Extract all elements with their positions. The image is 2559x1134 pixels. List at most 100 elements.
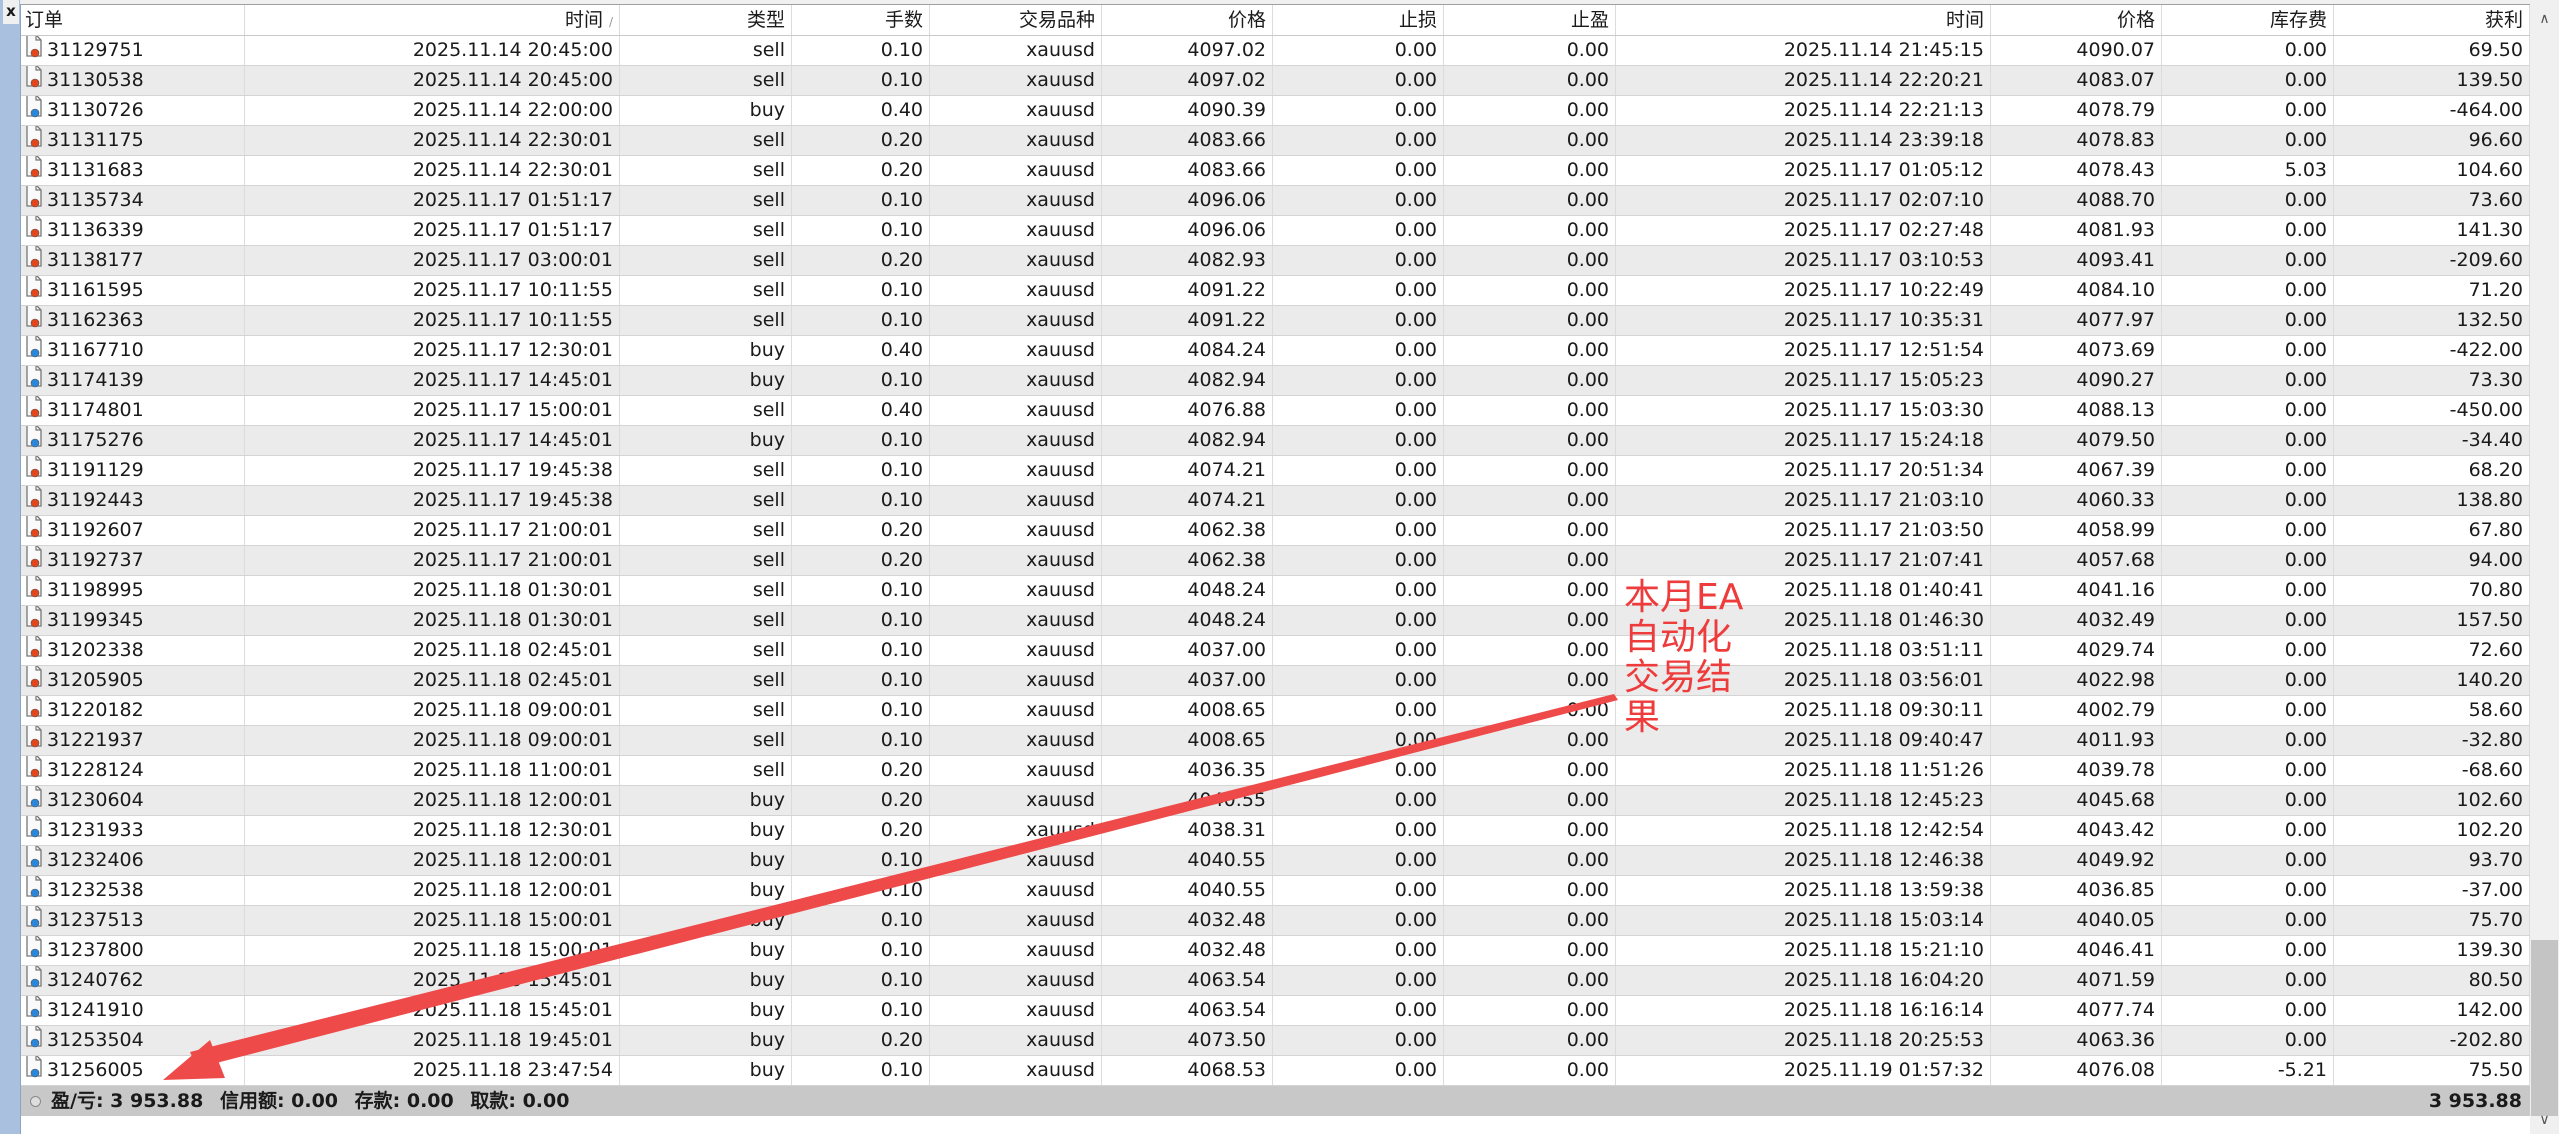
table-row[interactable]: 31167710 2025.11.17 12:30:01 buy 0.40 xauusd… bbox=[21, 336, 2530, 366]
cell-text: 4077.97 bbox=[2076, 309, 2155, 331]
column-header-profit[interactable]: 获利 bbox=[2334, 5, 2530, 35]
table-row[interactable]: 31199345 2025.11.18 01:30:01 sell 0.10 xauus… bbox=[21, 606, 2530, 636]
table-row[interactable]: 31220182 2025.11.18 09:00:01 sell 0.10 xauus… bbox=[21, 696, 2530, 726]
table-row[interactable]: 31228124 2025.11.18 11:00:01 sell 0.20 xauus… bbox=[21, 756, 2530, 786]
table-row[interactable]: 31131683 2025.11.14 22:30:01 sell 0.20 xauus… bbox=[21, 156, 2530, 186]
cell-text: 0.00 bbox=[1566, 429, 1609, 451]
cell-text: sell bbox=[752, 609, 785, 631]
cell-text: 0.00 bbox=[1566, 279, 1609, 301]
table-row[interactable]: 31205905 2025.11.18 02:45:01 sell 0.10 xauus… bbox=[21, 666, 2530, 696]
table-row[interactable]: 31232406 2025.11.18 12:00:01 buy 0.10 xauusd… bbox=[21, 846, 2530, 876]
cell-text: 4096.06 bbox=[1187, 189, 1266, 211]
table-row[interactable]: 31131175 2025.11.14 22:30:01 sell 0.20 xauus… bbox=[21, 126, 2530, 156]
cell-text: 102.20 bbox=[2456, 819, 2523, 841]
scroll-up-icon[interactable]: ∧ bbox=[2539, 11, 2550, 27]
cell-text: sell bbox=[752, 699, 785, 721]
cell-open-time: 2025.11.18 09:00:01 bbox=[245, 726, 620, 755]
annotation-text: 本月EA自动化交易结果 bbox=[1624, 577, 1744, 738]
cell-text: xauusd bbox=[1026, 99, 1095, 121]
cell-type: sell bbox=[620, 606, 792, 635]
table-row[interactable]: 31136339 2025.11.17 01:51:17 sell 0.10 xauus… bbox=[21, 216, 2530, 246]
table-row[interactable]: 31192607 2025.11.17 21:00:01 sell 0.20 xauus… bbox=[21, 516, 2530, 546]
column-header-order[interactable]: 订单 bbox=[21, 5, 245, 35]
column-header-open-price[interactable]: 价格 bbox=[1102, 5, 1273, 35]
cell-close-price: 4063.36 bbox=[1991, 1026, 2162, 1055]
column-header-type[interactable]: 类型 bbox=[620, 5, 792, 35]
credit-summary: 信用额: 0.00 bbox=[219, 1090, 339, 1112]
cell-open-price: 4040.55 bbox=[1102, 846, 1273, 875]
column-header-symbol[interactable]: 交易品种 bbox=[930, 5, 1102, 35]
table-row[interactable]: 31135734 2025.11.17 01:51:17 sell 0.10 xauus… bbox=[21, 186, 2530, 216]
table-row[interactable]: 31256005 2025.11.18 23:47:54 buy 0.10 xauusd… bbox=[21, 1056, 2530, 1086]
cell-swap: 0.00 bbox=[2162, 486, 2334, 515]
cell-swap: 0.00 bbox=[2162, 186, 2334, 215]
cell-order: 31228124 bbox=[21, 756, 245, 785]
cell-text: 0.00 bbox=[1394, 489, 1437, 511]
column-header-open-time[interactable]: 时间 / bbox=[245, 5, 620, 35]
cell-text: 31237800 bbox=[47, 939, 144, 961]
scroll-down-icon[interactable]: ∨ bbox=[2539, 1112, 2550, 1128]
table-row[interactable]: 31202338 2025.11.18 02:45:01 sell 0.10 xauus… bbox=[21, 636, 2530, 666]
cell-symbol: xauusd bbox=[930, 156, 1102, 185]
cell-stop-loss: 0.00 bbox=[1273, 636, 1444, 665]
table-row[interactable]: 31237513 2025.11.18 15:00:01 buy 0.10 xauusd… bbox=[21, 906, 2530, 936]
cell-order: 31130538 bbox=[21, 66, 245, 95]
cell-text: sell bbox=[752, 159, 785, 181]
cell-text: xauusd bbox=[1026, 339, 1095, 361]
table-row[interactable]: 31129751 2025.11.14 20:45:00 sell 0.10 xauus… bbox=[21, 36, 2530, 66]
column-header-lots[interactable]: 手数 bbox=[792, 5, 930, 35]
cell-text: xauusd bbox=[1026, 459, 1095, 481]
cell-text: xauusd bbox=[1026, 549, 1095, 571]
table-row[interactable]: 31231933 2025.11.18 12:30:01 buy 0.20 xauusd… bbox=[21, 816, 2530, 846]
cell-text: 0.20 bbox=[880, 159, 923, 181]
table-row[interactable]: 31253504 2025.11.18 19:45:01 buy 0.20 xauusd… bbox=[21, 1026, 2530, 1056]
table-row[interactable]: 31192737 2025.11.17 21:00:01 sell 0.20 xauus… bbox=[21, 546, 2530, 576]
cell-text: 2025.11.18 09:40:47 bbox=[1783, 729, 1984, 751]
cell-text: 4011.93 bbox=[2076, 729, 2155, 751]
sell-order-icon bbox=[25, 546, 43, 575]
table-row[interactable]: 31230604 2025.11.18 12:00:01 buy 0.20 xauusd… bbox=[21, 786, 2530, 816]
cell-text: 4084.24 bbox=[1187, 339, 1266, 361]
column-header-stop-loss[interactable]: 止损 bbox=[1273, 5, 1444, 35]
cell-order: 31131175 bbox=[21, 126, 245, 155]
table-row[interactable]: 31130538 2025.11.14 20:45:00 sell 0.10 xauus… bbox=[21, 66, 2530, 96]
cell-stop-loss: 0.00 bbox=[1273, 726, 1444, 755]
table-row[interactable]: 31161595 2025.11.17 10:11:55 sell 0.10 xauus… bbox=[21, 276, 2530, 306]
table-row[interactable]: 31174801 2025.11.17 15:00:01 sell 0.40 xauus… bbox=[21, 396, 2530, 426]
table-row[interactable]: 31174139 2025.11.17 14:45:01 buy 0.10 xauusd… bbox=[21, 366, 2530, 396]
column-header-swap[interactable]: 库存费 bbox=[2162, 5, 2334, 35]
table-row[interactable]: 31192443 2025.11.17 19:45:38 sell 0.10 xauus… bbox=[21, 486, 2530, 516]
table-row[interactable]: 31130726 2025.11.14 22:00:00 buy 0.40 xauusd… bbox=[21, 96, 2530, 126]
vertical-scrollbar[interactable]: ∧ ∨ bbox=[2530, 0, 2559, 1134]
cell-lots: 0.20 bbox=[792, 246, 930, 275]
column-header-close-time[interactable]: 时间 bbox=[1616, 5, 1991, 35]
table-row[interactable]: 31240762 2025.11.18 15:45:01 buy 0.10 xauusd… bbox=[21, 966, 2530, 996]
cell-text: 0.10 bbox=[880, 969, 923, 991]
cell-swap: 0.00 bbox=[2162, 66, 2334, 95]
cell-text: 67.80 bbox=[2468, 519, 2523, 541]
table-row[interactable]: 31232538 2025.11.18 12:00:01 buy 0.10 xauusd… bbox=[21, 876, 2530, 906]
cell-close-time: 2025.11.14 23:39:18 bbox=[1616, 126, 1991, 155]
table-row[interactable]: 31162363 2025.11.17 10:11:55 sell 0.10 xauus… bbox=[21, 306, 2530, 336]
cell-type: buy bbox=[620, 816, 792, 845]
table-row[interactable]: 31237800 2025.11.18 15:00:01 buy 0.10 xauusd… bbox=[21, 936, 2530, 966]
table-row[interactable]: 31138177 2025.11.17 03:00:01 sell 0.20 xauus… bbox=[21, 246, 2530, 276]
cell-open-time: 2025.11.18 02:45:01 bbox=[245, 636, 620, 665]
cell-take-profit: 0.00 bbox=[1444, 486, 1616, 515]
cell-text: 31131175 bbox=[47, 129, 144, 151]
sell-order-icon bbox=[25, 696, 43, 725]
table-row[interactable]: 31241910 2025.11.18 15:45:01 buy 0.10 xauusd… bbox=[21, 996, 2530, 1026]
column-header-take-profit[interactable]: 止盈 bbox=[1444, 5, 1616, 35]
cell-text: sell bbox=[752, 549, 785, 571]
table-row[interactable]: 31221937 2025.11.18 09:00:01 sell 0.10 xauus… bbox=[21, 726, 2530, 756]
close-icon[interactable]: x bbox=[3, 0, 19, 24]
table-row[interactable]: 31175276 2025.11.17 14:45:01 buy 0.10 xauusd… bbox=[21, 426, 2530, 456]
cell-text: xauusd bbox=[1026, 399, 1095, 421]
scrollbar-thumb[interactable] bbox=[2531, 940, 2558, 1116]
cell-text: 0.00 bbox=[1566, 39, 1609, 61]
cell-close-price: 4073.69 bbox=[1991, 336, 2162, 365]
table-row[interactable]: 31198995 2025.11.18 01:30:01 sell 0.10 xauus… bbox=[21, 576, 2530, 606]
column-header-close-price[interactable]: 价格 bbox=[1991, 5, 2162, 35]
table-row[interactable]: 31191129 2025.11.17 19:45:38 sell 0.10 xauus… bbox=[21, 456, 2530, 486]
cell-text: buy bbox=[749, 969, 785, 991]
